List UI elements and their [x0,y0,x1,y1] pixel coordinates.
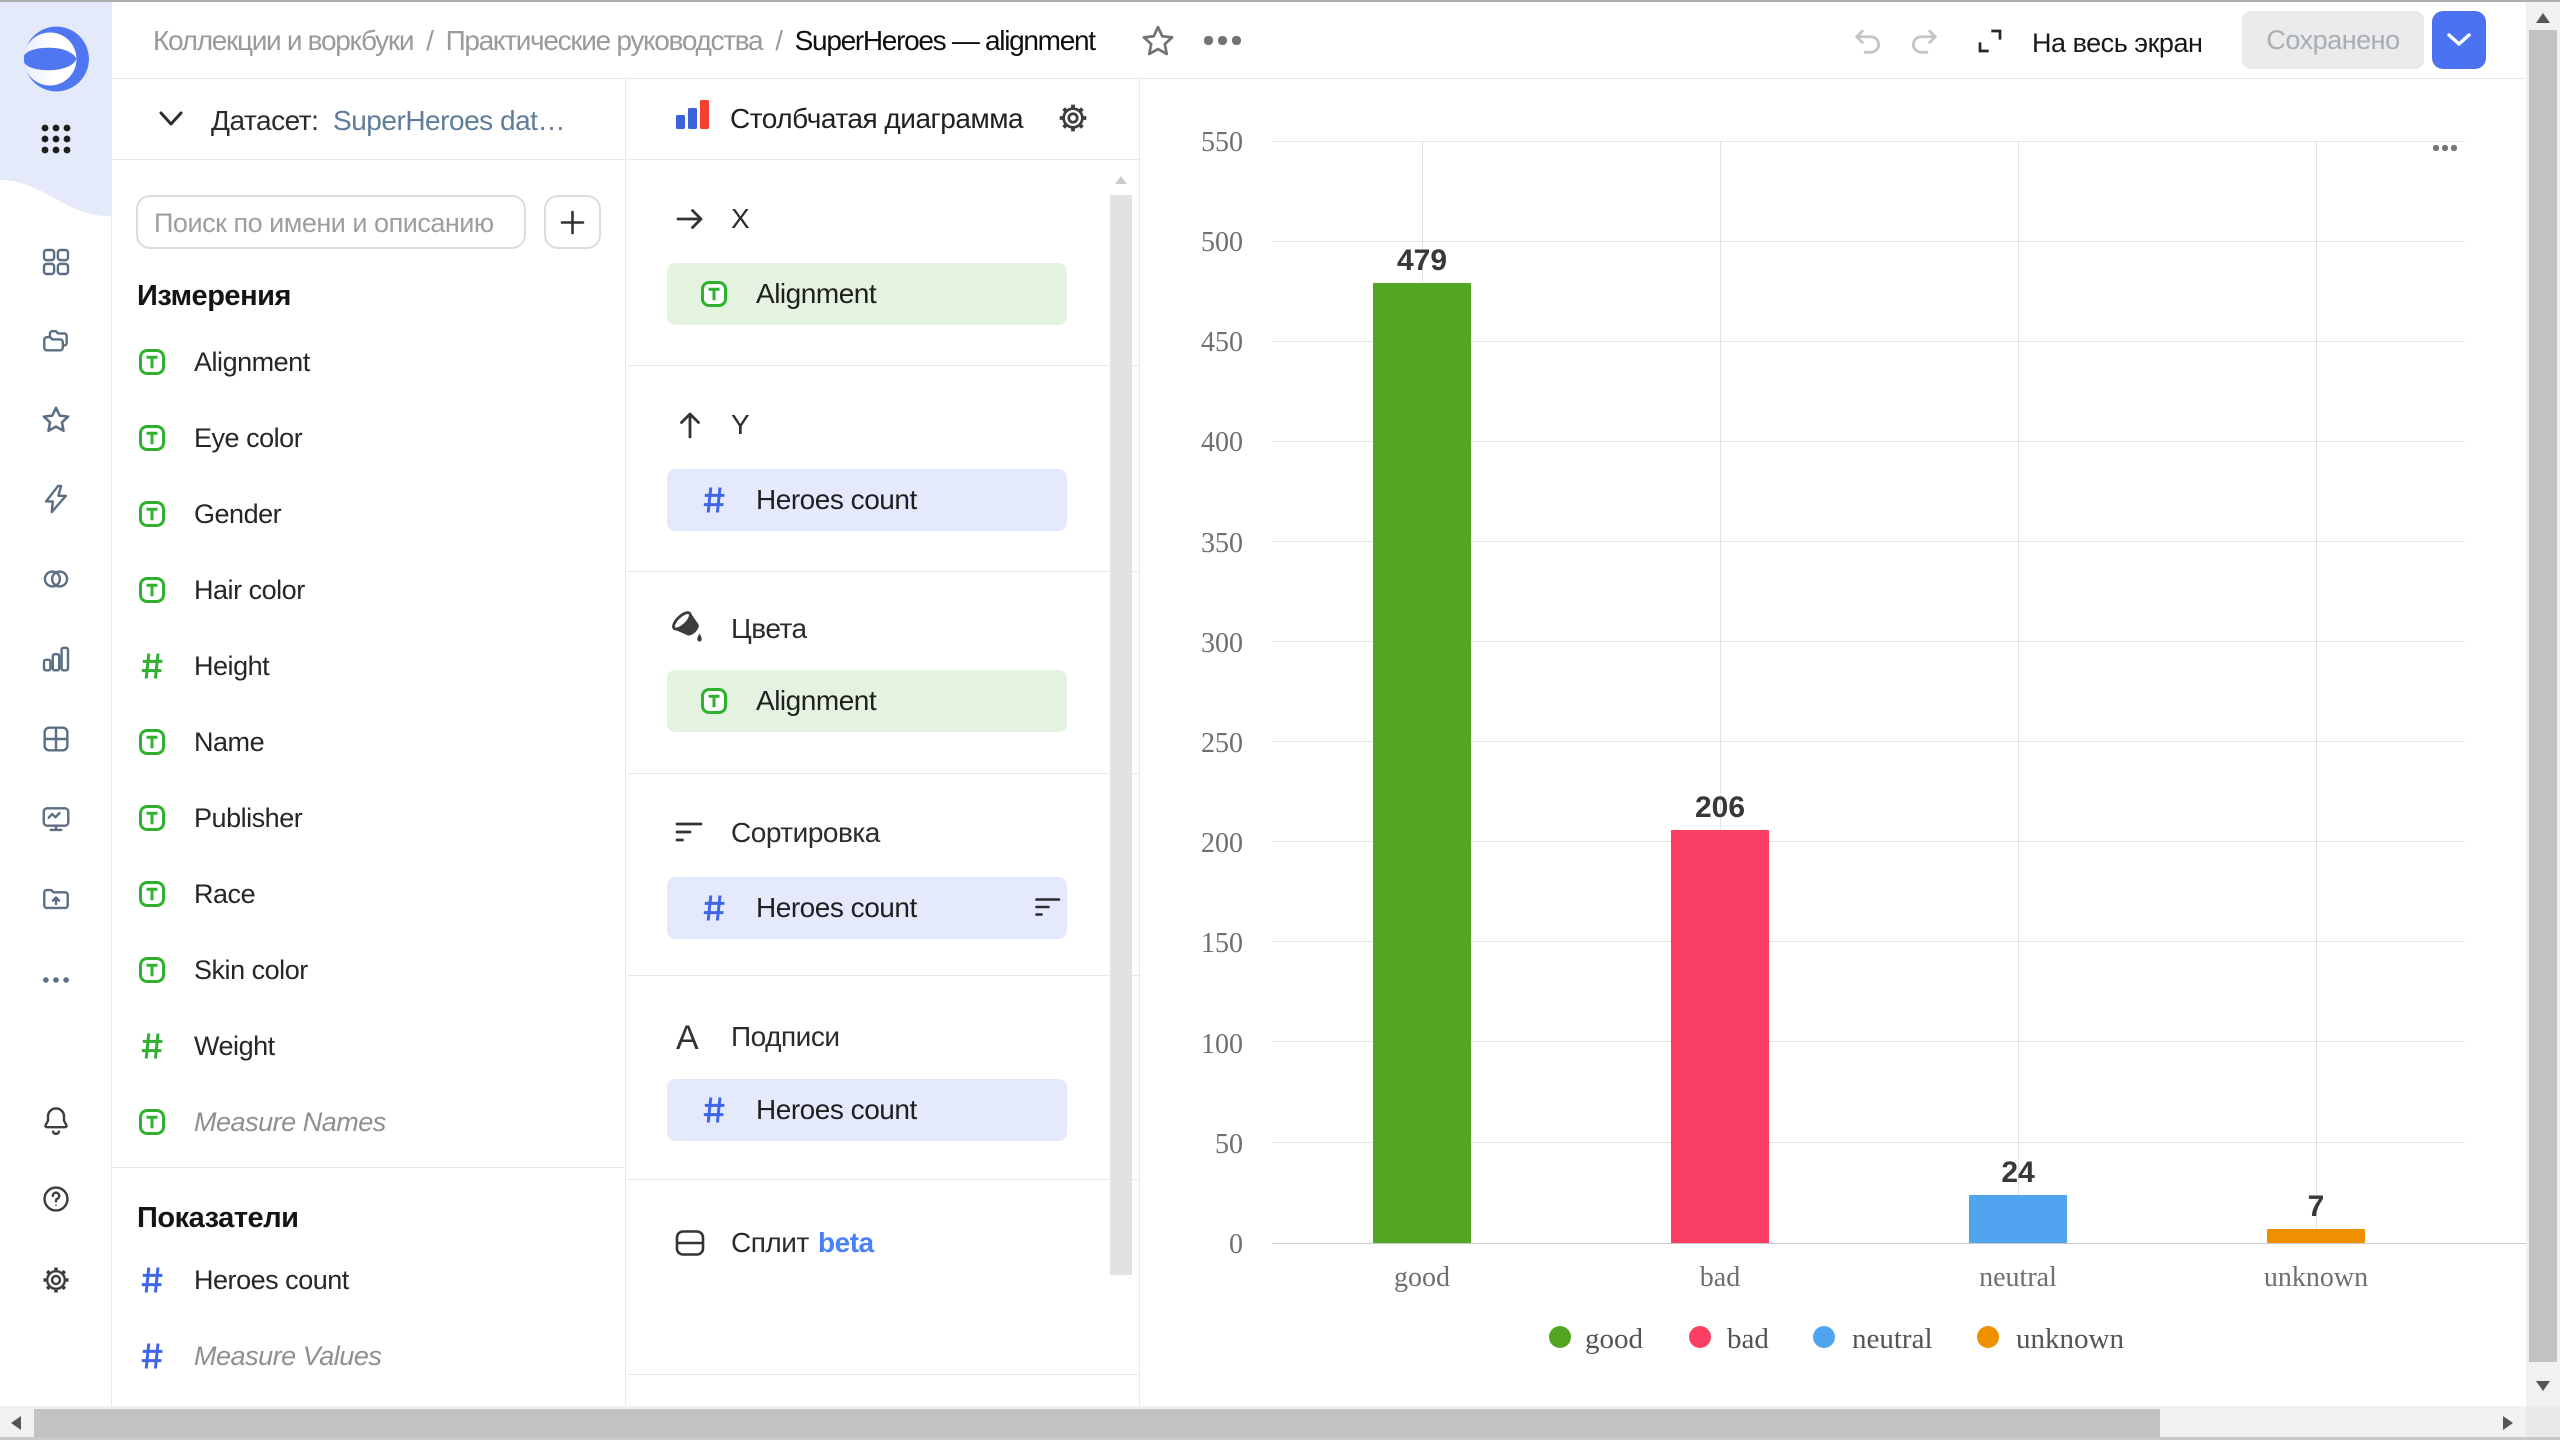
svg-text:24: 24 [2001,1156,2035,1189]
svg-text:450: 450 [1201,327,1243,358]
svg-text:bad: bad [1700,1262,1740,1293]
svg-text:206: 206 [1695,791,1745,824]
svg-text:400: 400 [1201,427,1243,458]
svg-text:300: 300 [1201,628,1243,659]
svg-text:479: 479 [1397,244,1447,277]
svg-text:good: good [1394,1262,1450,1293]
svg-text:7: 7 [2308,1190,2325,1223]
svg-text:good: good [1585,1323,1644,1355]
svg-text:bad: bad [1727,1323,1769,1355]
svg-text:150: 150 [1201,928,1243,959]
svg-text:neutral: neutral [1852,1323,1933,1355]
svg-text:250: 250 [1201,728,1243,759]
svg-text:500: 500 [1201,227,1243,258]
svg-text:100: 100 [1201,1029,1243,1060]
svg-text:550: 550 [1201,127,1243,158]
svg-text:unknown: unknown [2016,1323,2124,1355]
svg-text:200: 200 [1201,828,1243,859]
svg-text:unknown: unknown [2264,1262,2368,1293]
svg-text:350: 350 [1201,528,1243,559]
svg-text:0: 0 [1229,1229,1243,1260]
svg-text:neutral: neutral [1979,1262,2057,1293]
svg-text:50: 50 [1215,1129,1243,1160]
